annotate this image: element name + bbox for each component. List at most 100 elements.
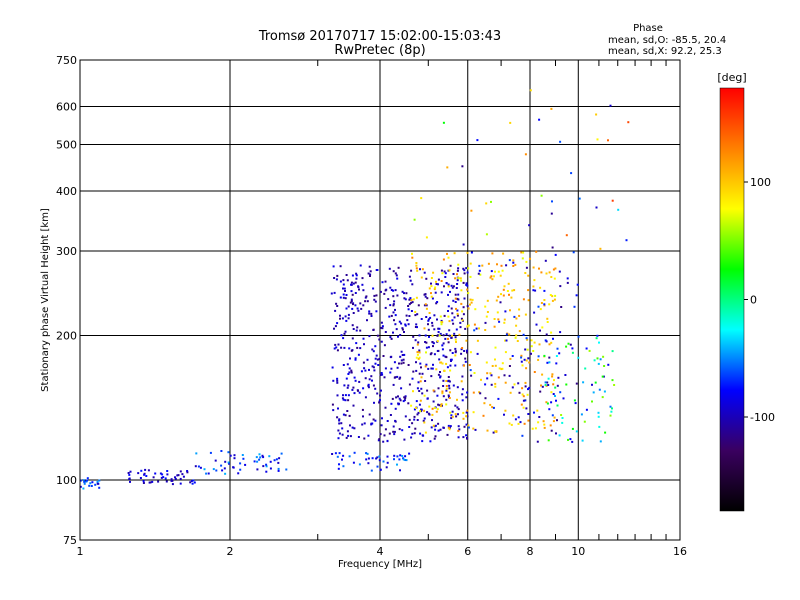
data-point	[336, 377, 339, 380]
data-point	[401, 328, 404, 331]
data-point	[456, 297, 459, 300]
data-point	[400, 387, 403, 390]
data-point	[527, 289, 530, 292]
data-point	[86, 479, 88, 482]
data-point	[498, 320, 501, 323]
data-point	[454, 293, 457, 296]
data-point	[484, 329, 487, 331]
data-point	[498, 367, 501, 370]
data-point	[348, 367, 351, 370]
data-point	[538, 118, 541, 121]
data-point	[427, 346, 430, 349]
data-point	[548, 303, 551, 306]
data-point	[454, 347, 457, 350]
data-point	[512, 259, 515, 262]
data-point	[411, 256, 414, 259]
data-point	[423, 421, 426, 424]
data-point	[502, 294, 505, 297]
data-point	[395, 396, 398, 399]
data-point	[450, 336, 453, 339]
data-point	[424, 303, 427, 306]
data-point	[449, 364, 452, 367]
data-point	[337, 437, 340, 440]
data-point	[559, 140, 562, 143]
data-point	[611, 199, 614, 202]
data-point	[554, 386, 557, 389]
data-point	[446, 433, 449, 436]
data-point	[392, 331, 394, 334]
data-point	[448, 387, 451, 390]
data-point	[338, 452, 341, 455]
data-point	[511, 289, 514, 292]
data-point	[454, 413, 457, 416]
data-point	[347, 434, 350, 437]
data-point	[461, 375, 464, 378]
data-point	[378, 338, 381, 341]
data-point	[411, 252, 413, 255]
data-point	[548, 361, 551, 364]
data-point	[417, 341, 420, 344]
data-point	[416, 413, 419, 416]
data-point	[86, 477, 89, 480]
data-point	[350, 298, 353, 301]
data-point	[504, 351, 507, 354]
data-point	[550, 276, 553, 278]
data-point	[545, 272, 548, 275]
data-point	[436, 301, 439, 303]
data-point	[493, 318, 496, 320]
data-point	[515, 334, 518, 337]
data-point	[537, 421, 540, 424]
data-point	[463, 425, 466, 428]
data-point	[402, 400, 405, 403]
data-point	[360, 370, 363, 373]
data-point	[571, 440, 574, 443]
data-point	[502, 288, 505, 291]
data-point	[466, 324, 469, 327]
data-point	[380, 321, 383, 324]
data-point	[490, 383, 493, 386]
data-point	[470, 301, 473, 304]
data-point	[545, 401, 548, 404]
data-point	[361, 283, 364, 286]
chart-subtitle: RwPretec (8p)	[334, 43, 425, 58]
data-point	[530, 339, 533, 342]
data-point	[470, 251, 473, 254]
data-point	[520, 360, 523, 363]
data-point	[432, 424, 435, 427]
data-point	[373, 401, 375, 404]
data-point	[439, 376, 442, 379]
data-point	[562, 397, 565, 400]
data-point	[425, 363, 428, 366]
data-point	[494, 364, 497, 367]
data-point	[543, 299, 546, 301]
data-point	[142, 480, 145, 483]
data-point	[342, 337, 345, 340]
data-point	[386, 420, 389, 422]
data-point	[399, 355, 402, 358]
data-point	[491, 365, 494, 367]
data-point	[433, 314, 436, 317]
data-point	[221, 469, 224, 472]
data-point	[404, 455, 407, 458]
data-point	[565, 383, 568, 386]
data-point	[262, 465, 265, 468]
data-point	[347, 317, 350, 320]
data-point	[186, 471, 189, 474]
data-point	[407, 305, 410, 307]
data-point	[424, 295, 427, 298]
data-point	[416, 351, 419, 354]
data-point	[415, 323, 418, 326]
data-point	[415, 262, 418, 264]
data-point	[348, 347, 351, 350]
data-point	[609, 104, 612, 107]
data-point	[224, 460, 227, 463]
data-point	[366, 319, 368, 322]
data-point	[495, 299, 498, 302]
data-point	[389, 356, 392, 359]
data-point	[193, 481, 196, 484]
data-point	[456, 398, 458, 401]
colorbar-unit: [deg]	[717, 71, 746, 84]
data-point	[434, 424, 437, 427]
data-point	[435, 302, 438, 305]
data-point	[591, 383, 593, 386]
